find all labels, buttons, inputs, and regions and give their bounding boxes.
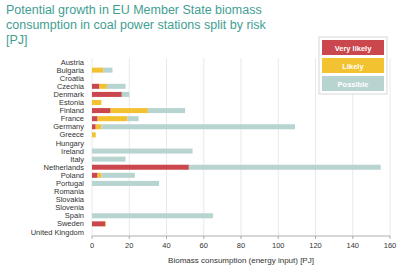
- grid-line: [203, 58, 204, 236]
- bar: [101, 173, 135, 178]
- bar: [92, 173, 98, 178]
- bar: [92, 124, 96, 129]
- bar: [92, 189, 93, 194]
- bar: [99, 84, 106, 89]
- legend-label: Very likely: [335, 44, 373, 53]
- bar: [92, 60, 93, 65]
- bar: [111, 108, 148, 113]
- tick: [92, 236, 93, 239]
- grid-line: [278, 58, 279, 236]
- bar: [148, 108, 185, 113]
- tick-label: 160: [384, 241, 397, 250]
- bar: [92, 229, 93, 234]
- bar: [92, 92, 122, 97]
- bar: [92, 181, 159, 186]
- bar: [105, 221, 106, 226]
- title: Potential growth in EU Member State biom…: [6, 3, 267, 47]
- bar: [92, 140, 93, 145]
- tick: [129, 236, 130, 239]
- tick-label: 140: [346, 241, 359, 250]
- grid-line: [390, 58, 391, 236]
- bar: [92, 60, 93, 65]
- bar: [92, 68, 103, 73]
- legend-swatch: [322, 76, 384, 91]
- bar: [92, 116, 98, 121]
- legend-label: Possible: [338, 80, 369, 89]
- tick: [203, 236, 204, 239]
- bar: [92, 76, 93, 81]
- tick-label: 80: [237, 241, 245, 250]
- bar: [92, 108, 111, 113]
- bar: [103, 68, 112, 73]
- tick-label: 0: [90, 241, 94, 250]
- bar: [92, 205, 93, 210]
- bar: [92, 197, 93, 202]
- bar: [96, 124, 102, 129]
- x-axis: [92, 236, 390, 237]
- tick: [315, 236, 316, 239]
- title-line: [PJ]: [6, 33, 28, 47]
- bar: [92, 213, 213, 218]
- grid-line: [315, 58, 316, 236]
- legend-label: Likely: [342, 62, 364, 71]
- bar: [122, 92, 129, 97]
- bar: [107, 84, 126, 89]
- bar: [189, 165, 381, 170]
- bar: [98, 116, 128, 121]
- bar: [92, 149, 193, 154]
- bar: [92, 189, 93, 194]
- legend-swatch: [322, 40, 384, 55]
- bar: [92, 205, 93, 210]
- legend-swatch: [322, 58, 384, 73]
- bar: [98, 173, 102, 178]
- category-label: United Kingdom: [31, 228, 84, 237]
- title-line: consumption in coal power stations split…: [6, 18, 267, 32]
- bar: [95, 132, 96, 137]
- bar: [92, 132, 96, 137]
- bar: [92, 100, 101, 105]
- tick-label: 120: [309, 241, 322, 250]
- bar: [92, 197, 93, 202]
- bar: [101, 124, 295, 129]
- bar: [92, 229, 93, 234]
- bar: [92, 84, 99, 89]
- title-line: Potential growth in EU Member State biom…: [6, 3, 262, 17]
- tick: [390, 236, 391, 239]
- bar: [92, 189, 93, 194]
- tick-label: 20: [125, 241, 133, 250]
- bar: [92, 165, 189, 170]
- legend-frame: [319, 37, 387, 94]
- bar: [92, 221, 105, 226]
- bar: [101, 100, 102, 105]
- tick-label: 40: [162, 241, 170, 250]
- tick: [352, 236, 353, 239]
- bar: [92, 229, 93, 234]
- bar: [92, 140, 93, 145]
- chart: Potential growth in EU Member State biom…: [0, 0, 410, 275]
- bar: [92, 157, 126, 162]
- bar: [92, 205, 93, 210]
- bar: [127, 116, 138, 121]
- tick-label: 60: [200, 241, 208, 250]
- grid-line: [129, 58, 130, 236]
- bar: [92, 140, 93, 145]
- tick: [241, 236, 242, 239]
- bar: [92, 76, 93, 81]
- x-axis-label: Biomass consumption (energy input) [PJ]: [168, 256, 314, 265]
- bar: [92, 76, 93, 81]
- bar: [105, 221, 107, 226]
- tick: [278, 236, 279, 239]
- bar: [92, 60, 93, 65]
- bar: [92, 197, 93, 202]
- tick: [166, 236, 167, 239]
- grid-line: [166, 58, 167, 236]
- tick-label: 100: [272, 241, 285, 250]
- grid-line: [241, 58, 242, 236]
